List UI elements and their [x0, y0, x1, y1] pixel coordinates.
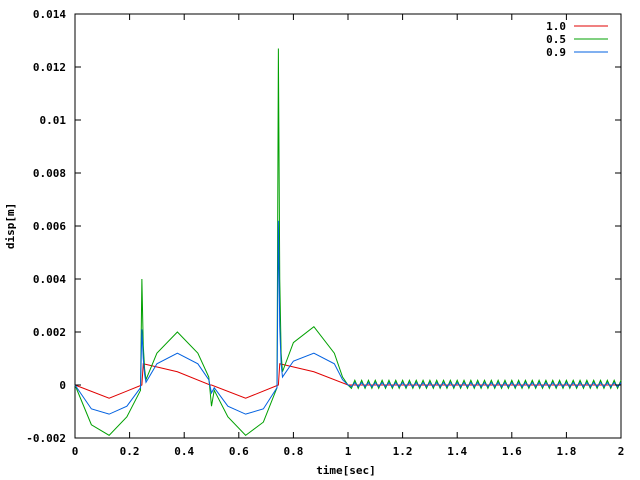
tick-layer: 0 0.2 0.4 0.6 0.8 1 1.2 1.4 1.6 1.8 2 -0.002 0 0.002 0… — [26, 8, 624, 458]
x-tick-label: 0.6 — [229, 445, 249, 458]
x-tick-label: 0.8 — [283, 445, 303, 458]
series-line-1 — [74, 48, 622, 437]
legend-label: 0.9 — [546, 46, 566, 59]
y-tick-label: 0.002 — [33, 326, 66, 339]
y-axis-label: disp[m] — [4, 203, 17, 249]
y-tick-label: 0.014 — [33, 8, 66, 21]
y-tick-label: 0 — [59, 379, 66, 392]
y-tick-label: 0.012 — [33, 61, 66, 74]
legend: 1.00.50.9 — [546, 20, 608, 59]
x-tick-label: 0 — [72, 445, 79, 458]
y-tick-label: -0.002 — [26, 432, 66, 445]
x-tick-label: 1.8 — [556, 445, 576, 458]
x-tick-label: 2 — [618, 445, 625, 458]
series-layer — [74, 48, 622, 437]
x-tick-label: 1.2 — [393, 445, 413, 458]
series-line-2 — [74, 220, 622, 415]
x-tick-label: 1 — [345, 445, 352, 458]
legend-label: 1.0 — [546, 20, 566, 33]
legend-label: 0.5 — [546, 33, 566, 46]
x-tick-label: 1.6 — [502, 445, 522, 458]
y-tick-label: 0.008 — [33, 167, 66, 180]
x-tick-label: 1.4 — [447, 445, 467, 458]
plot-frame — [74, 13, 622, 439]
y-tick-label: 0.004 — [33, 273, 66, 286]
y-tick-label: 0.01 — [40, 114, 67, 127]
x-tick-label: 0.2 — [120, 445, 140, 458]
y-tick-label: 0.006 — [33, 220, 66, 233]
x-tick-label: 0.4 — [174, 445, 194, 458]
x-axis-label: time[sec] — [316, 464, 376, 477]
